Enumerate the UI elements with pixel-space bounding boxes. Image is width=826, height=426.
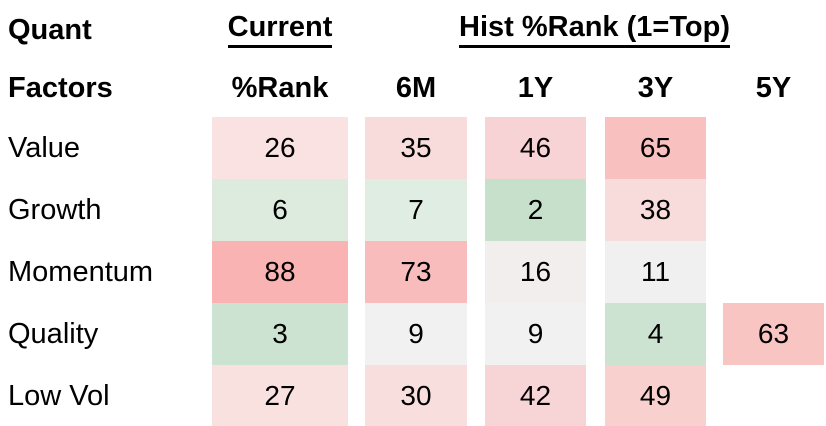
column-header-rank: %Rank	[231, 72, 329, 104]
column-header-6m: 6M	[395, 72, 437, 104]
cell-growth-3y: 38	[605, 179, 706, 241]
row-label-value: Value	[8, 131, 81, 164]
cell-quality-rank: 3	[212, 303, 348, 365]
cell-value-3y: 65	[605, 117, 706, 179]
column-header-1y: 1Y	[517, 72, 554, 104]
cell-quality-5y: 63	[723, 303, 824, 365]
cell-quality-1y: 9	[485, 303, 586, 365]
cell-quality-3y: 4	[605, 303, 706, 365]
cell-quality-6m: 9	[365, 303, 467, 365]
cell-growth-1y: 2	[485, 179, 586, 241]
cell-momentum-3y: 11	[605, 241, 706, 303]
cell-growth-6m: 7	[365, 179, 467, 241]
cell-growth-5y	[723, 179, 824, 241]
cell-value-5y	[723, 117, 824, 179]
cell-value-rank: 26	[212, 117, 348, 179]
row-label-growth: Growth	[8, 193, 102, 226]
group-header-current: Current	[227, 11, 333, 49]
cell-momentum-rank: 88	[212, 241, 348, 303]
cell-value-1y: 46	[485, 117, 586, 179]
row-label-low-vol: Low Vol	[8, 379, 110, 412]
group-header-current-wrap: Current	[212, 0, 348, 60]
cell-low-vol-1y: 42	[485, 365, 586, 426]
cell-low-vol-6m: 30	[365, 365, 467, 426]
cell-low-vol-3y: 49	[605, 365, 706, 426]
cell-low-vol-rank: 27	[212, 365, 348, 426]
row-label-momentum: Momentum	[8, 255, 154, 288]
cell-growth-rank: 6	[212, 179, 348, 241]
group-header-hist: Hist %Rank (1=Top)	[459, 11, 730, 49]
cell-momentum-1y: 16	[485, 241, 586, 303]
column-header-5y: 5Y	[755, 72, 792, 104]
cell-momentum-6m: 73	[365, 241, 467, 303]
cell-momentum-5y	[723, 241, 824, 303]
group-header-hist-wrap: Hist %Rank (1=Top)	[365, 0, 824, 60]
row-label-quality: Quality	[8, 317, 99, 350]
cell-low-vol-5y	[723, 365, 824, 426]
cell-value-6m: 35	[365, 117, 467, 179]
table-title-line1: Quant	[8, 13, 92, 46]
column-header-3y: 3Y	[637, 72, 674, 104]
table-title-line2: Factors	[8, 72, 113, 104]
